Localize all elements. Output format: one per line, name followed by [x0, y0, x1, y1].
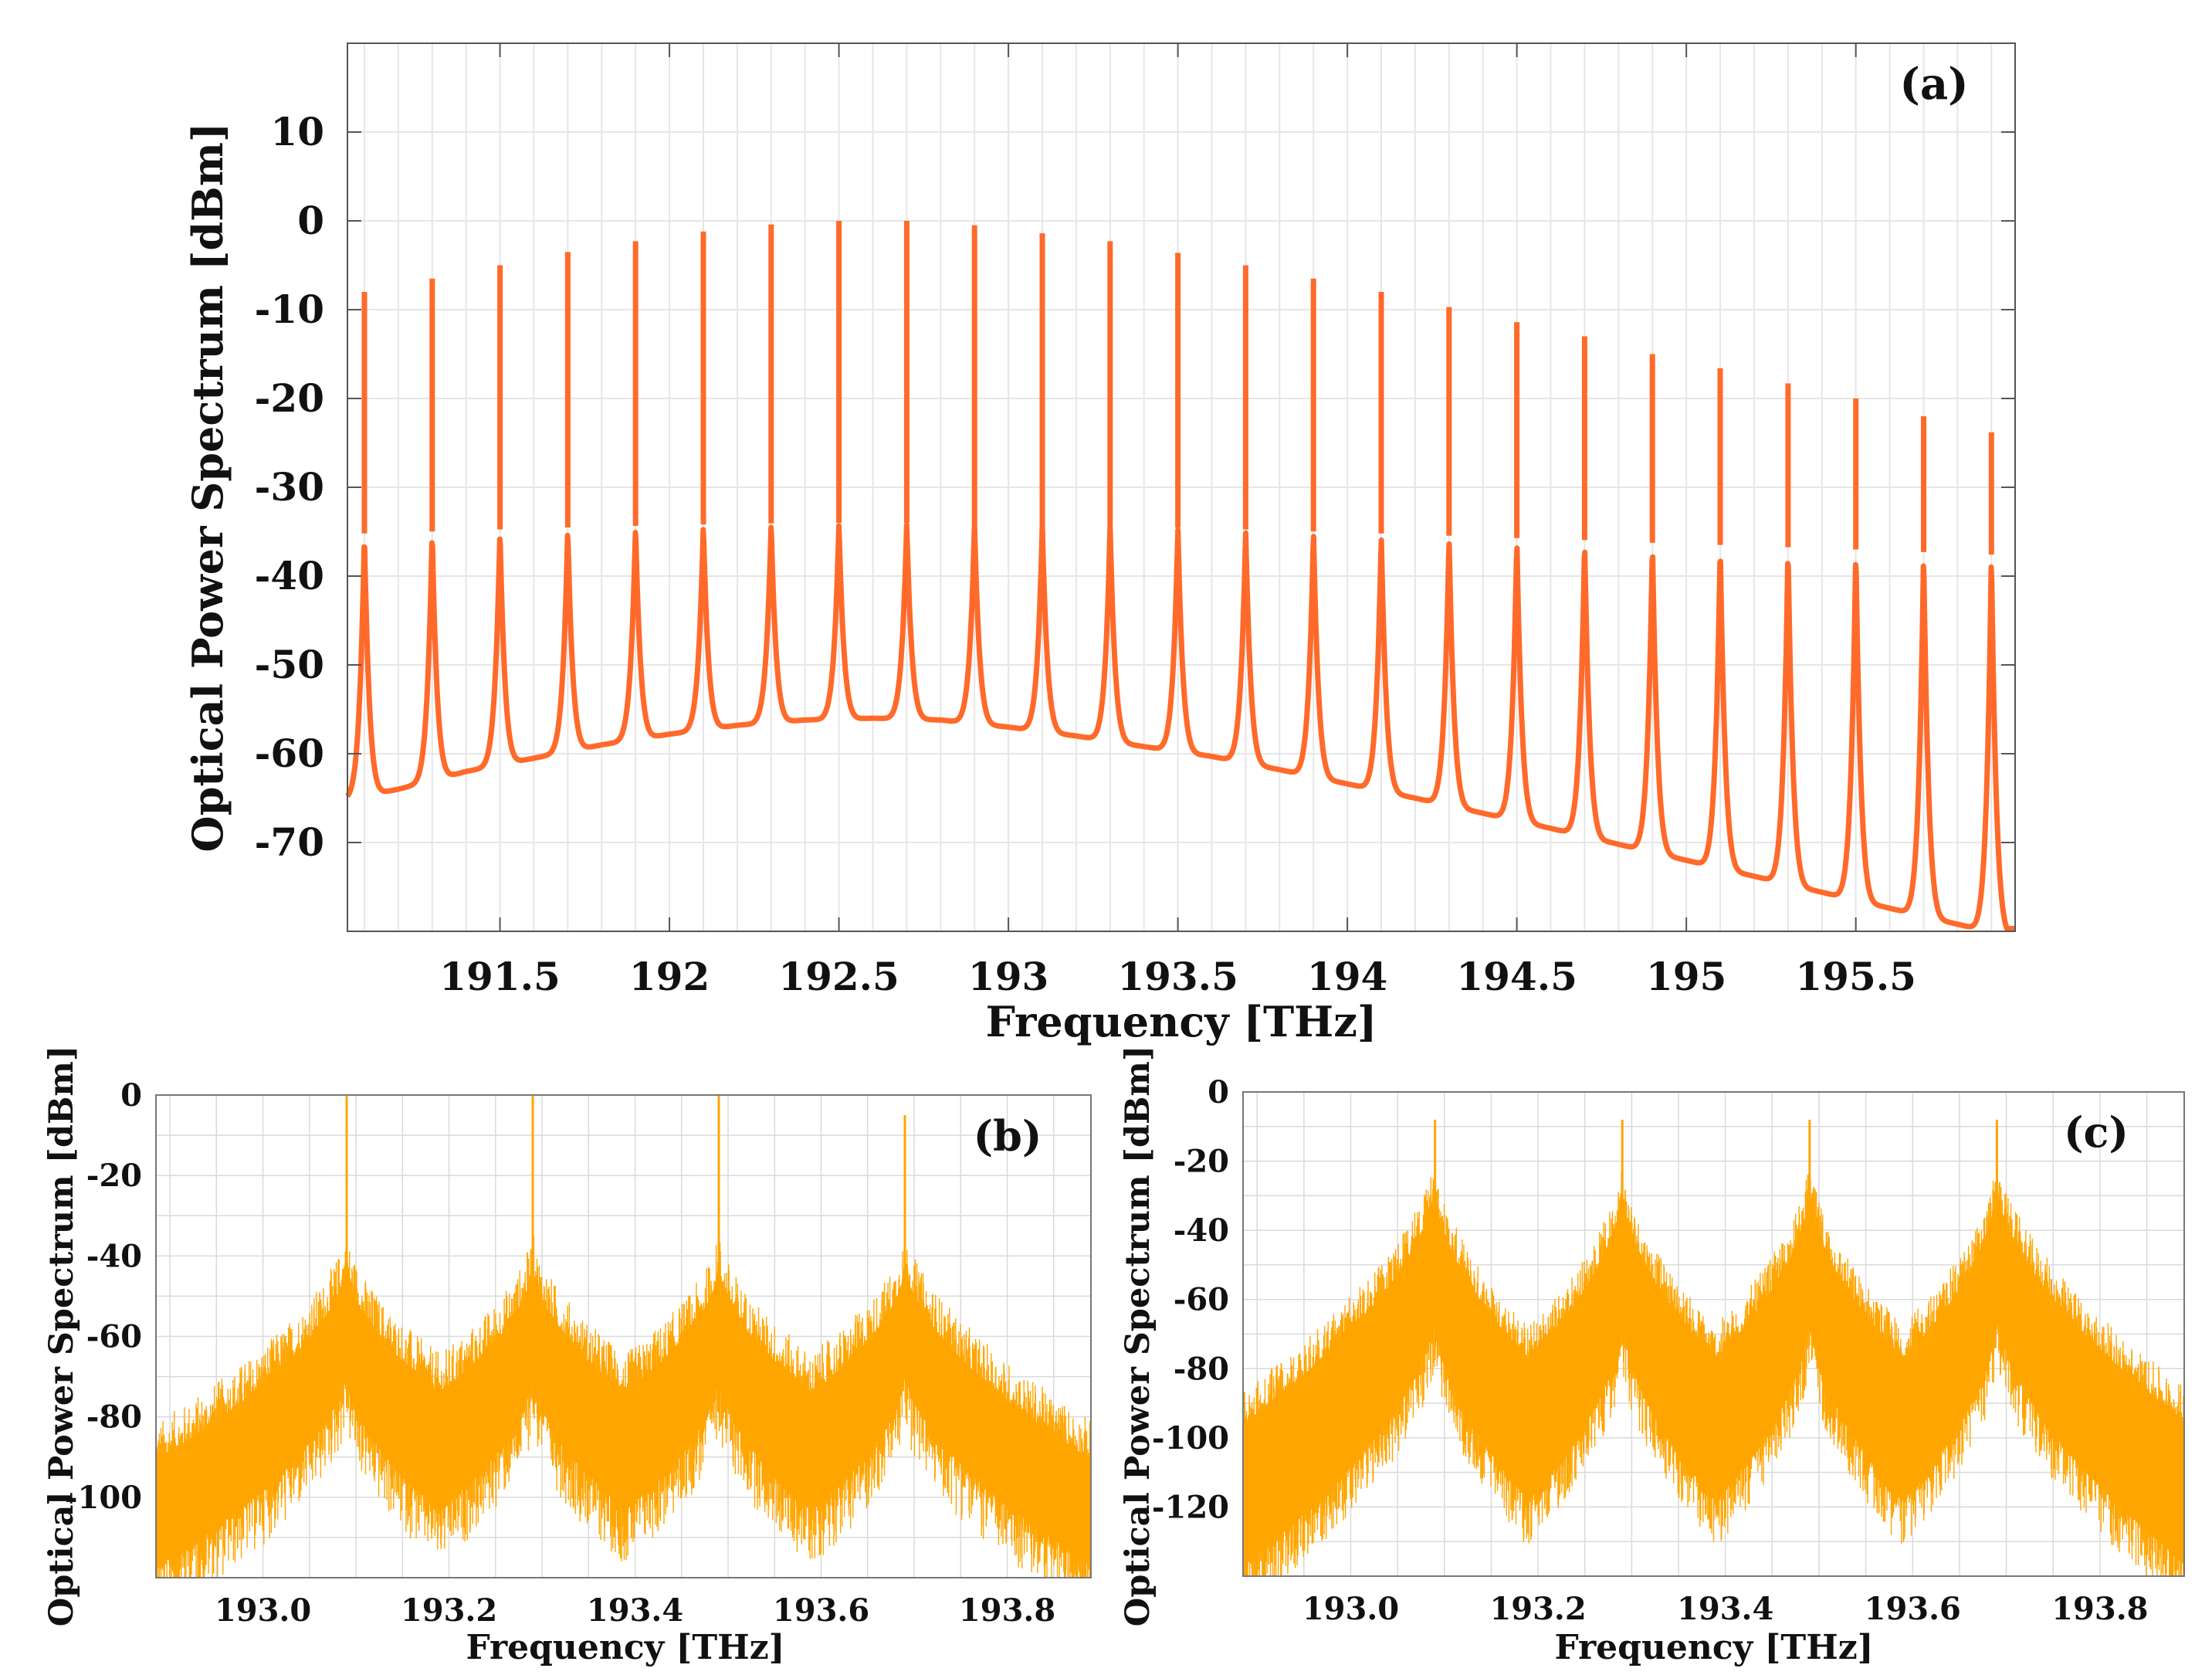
chart-a-grid	[347, 42, 2015, 932]
chart-b-frame	[155, 1094, 1092, 1578]
chart-a-y-tick-label: -70	[255, 819, 324, 865]
chart-a-y-tick-label: -40	[255, 553, 324, 598]
chart-c-y-tick-label: -120	[1152, 1489, 1229, 1525]
chart-b-x-tick-label: 193.0	[215, 1592, 311, 1629]
chart-c-y-tick-labels: 0 -20 -40 -60 -80 -100 -120	[1152, 1074, 1229, 1525]
chart-c-x-axis-label: Frequency [THz]	[1555, 1628, 1874, 1667]
chart-b-x-axis-label: Frequency [THz]	[466, 1628, 785, 1667]
chart-a-x-axis-label: Frequency [THz]	[986, 997, 1377, 1046]
chart-b-x-tick-label: 193.2	[401, 1592, 497, 1629]
chart-b-y-tick-label: -60	[86, 1319, 142, 1355]
chart-c-frame	[1242, 1091, 2185, 1577]
chart-b-x-tick-label: 193.8	[959, 1592, 1055, 1629]
chart-a-panel-label: (a)	[1899, 59, 1968, 110]
chart-b: 193.0 193.2 193.4 193.6 193.8 0 -20 -40 -60 -80 -…	[42, 1046, 1092, 1667]
chart-a-x-tick-label: 192	[629, 954, 710, 999]
chart-c-y-tick-label: -20	[1174, 1144, 1229, 1180]
chart-b-y-tick-label: -80	[86, 1399, 142, 1436]
chart-a-y-tick-label: -10	[255, 287, 324, 332]
chart-a-y-tick-label: 10	[270, 109, 324, 154]
chart-a-x-tick-label: 195.5	[1795, 954, 1916, 999]
chart-a-y-axis-label: Optical Power Spectrum [dBm]	[183, 123, 232, 853]
chart-b-y-tick-label: -100	[65, 1480, 142, 1516]
chart-c-y-axis-label: Optical Power Spectrum [dBm]	[1119, 1046, 1157, 1626]
chart-b-spectrum	[155, 1095, 1092, 1578]
chart-c-x-tick-label: 193.6	[1865, 1591, 1961, 1627]
chart-b-x-tick-label: 193.4	[587, 1592, 683, 1629]
chart-c-x-tick-label: 193.4	[1677, 1591, 1773, 1627]
chart-c-x-tick-label: 193.0	[1302, 1591, 1399, 1627]
chart-c-x-tick-labels: 193.0 193.2 193.4 193.6 193.8	[1302, 1591, 2149, 1627]
chart-a-x-tick-label: 192.5	[778, 954, 899, 999]
chart-a-y-tick-labels: 10 0 -10 -20 -30 -40 -50 -60 -70	[255, 109, 324, 865]
chart-a: 191.5 192 192.5 193 193.5 194 194.5 195 195.5 10…	[183, 42, 2017, 1046]
chart-c: 193.0 193.2 193.4 193.6 193.8 0 -20 -40 -60 -80 -…	[1119, 1046, 2185, 1667]
chart-b-y-tick-labels: 0 -20 -40 -60 -80 -100	[65, 1077, 142, 1516]
chart-a-x-tick-label: 193.5	[1117, 954, 1238, 999]
chart-c-y-tick-label: 0	[1208, 1074, 1229, 1110]
chart-b-x-tick-labels: 193.0 193.2 193.4 193.6 193.8	[215, 1592, 1055, 1629]
chart-a-x-tick-label: 195	[1646, 954, 1726, 999]
chart-a-x-tick-label: 191.5	[439, 954, 561, 999]
chart-b-y-axis-label: Optical Power Spectrum [dBm]	[42, 1046, 81, 1626]
chart-a-y-tick-label: -60	[255, 731, 324, 776]
chart-a-y-tick-label: -30	[255, 464, 324, 510]
chart-c-y-tick-label: -100	[1152, 1420, 1229, 1456]
chart-c-y-tick-label: -60	[1174, 1282, 1229, 1318]
chart-b-y-tick-label: 0	[120, 1077, 142, 1114]
chart-a-x-tick-label: 194	[1307, 954, 1387, 999]
chart-c-y-tick-label: -80	[1174, 1351, 1229, 1387]
chart-c-panel-label: (c)	[2064, 1107, 2129, 1157]
chart-a-tick-marks	[347, 43, 2015, 931]
chart-a-y-tick-label: 0	[297, 198, 324, 243]
chart-c-y-tick-label: -40	[1174, 1212, 1229, 1249]
chart-a-y-tick-label: -20	[255, 375, 324, 421]
chart-c-x-tick-label: 193.2	[1489, 1591, 1586, 1627]
chart-b-y-tick-label: -20	[86, 1158, 142, 1194]
chart-b-panel-label: (b)	[974, 1111, 1042, 1161]
chart-a-spectrum-line	[345, 221, 2017, 931]
chart-a-x-tick-label: 193	[968, 954, 1048, 999]
chart-a-y-tick-label: -50	[255, 642, 324, 687]
chart-c-x-tick-label: 193.8	[2051, 1591, 2148, 1627]
chart-a-x-tick-label: 194.5	[1456, 954, 1577, 999]
chart-b-y-tick-label: -40	[86, 1238, 142, 1274]
chart-a-x-tick-labels: 191.5 192 192.5 193 193.5 194 194.5 195 195.5	[439, 954, 1916, 999]
chart-b-x-tick-label: 193.6	[773, 1592, 869, 1629]
